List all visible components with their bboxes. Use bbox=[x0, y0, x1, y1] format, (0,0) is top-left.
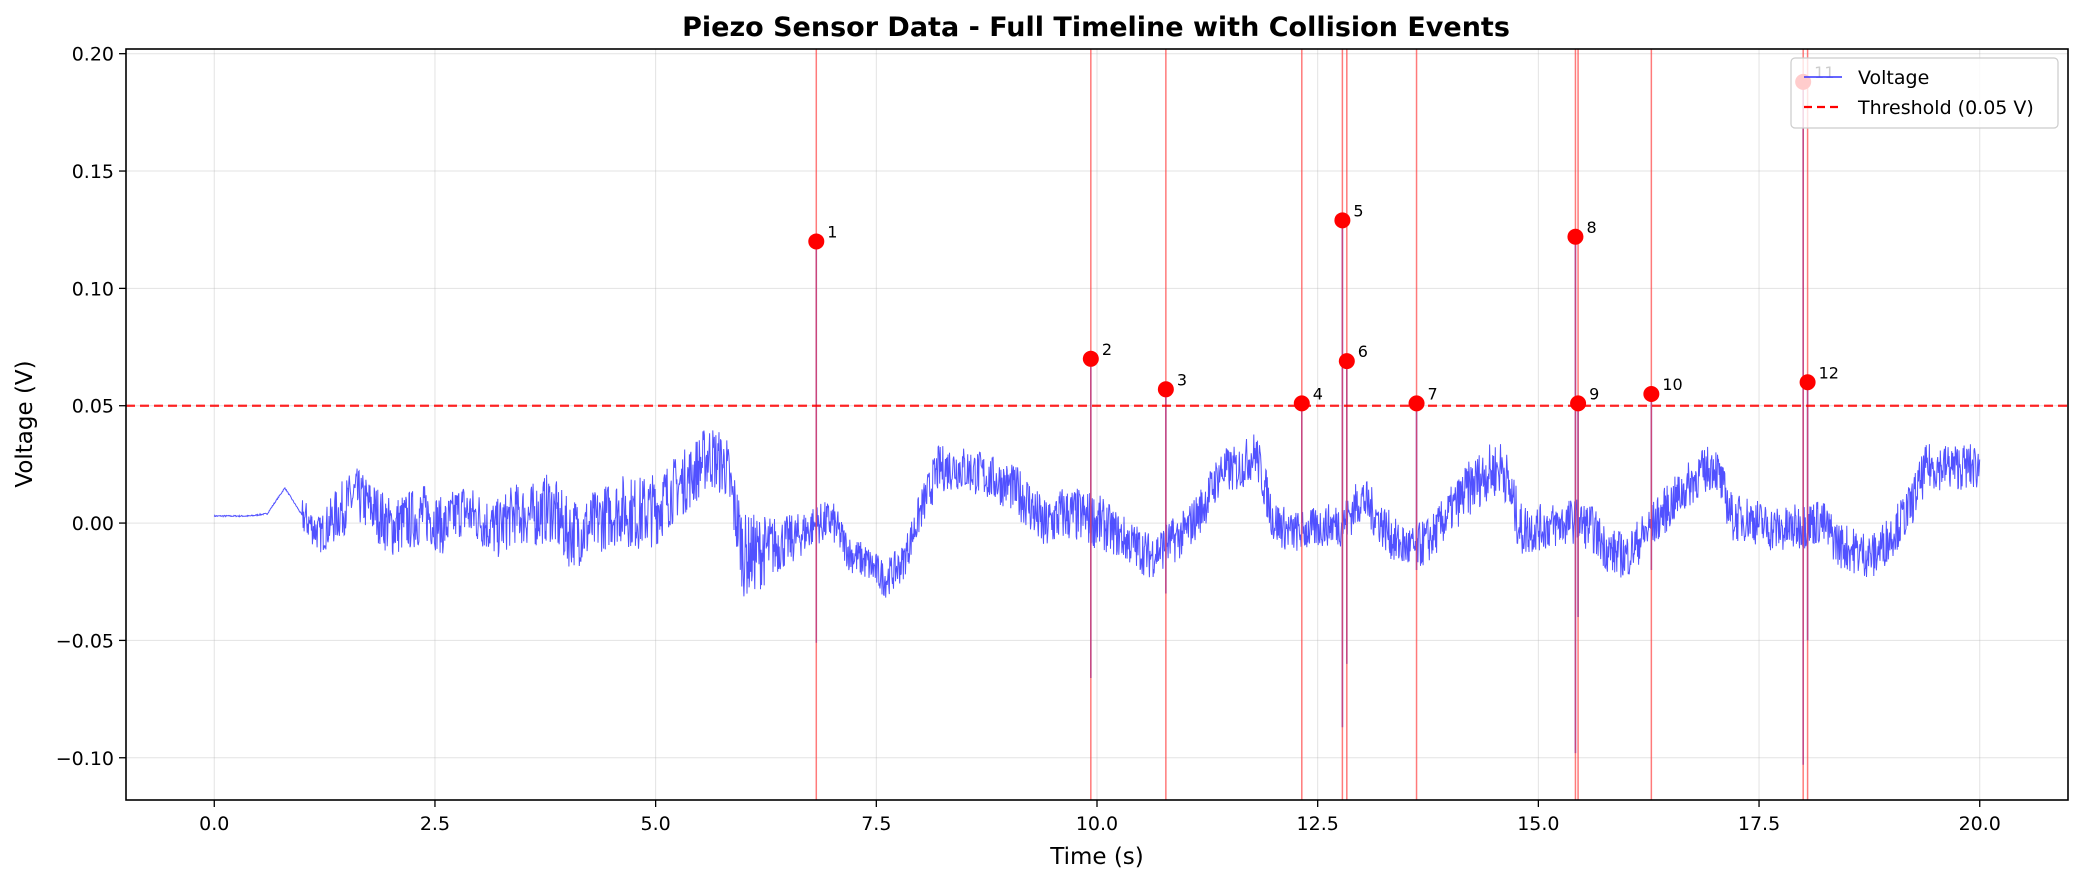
event-marker bbox=[1334, 212, 1351, 229]
x-tick-label: 12.5 bbox=[1297, 813, 1339, 835]
x-tick-label: 7.5 bbox=[861, 813, 891, 835]
y-tick-label: 0.05 bbox=[72, 396, 114, 418]
legend-voltage-label: Voltage bbox=[1858, 67, 1929, 89]
y-tick-label: 0.00 bbox=[72, 513, 114, 535]
event-label: 6 bbox=[1358, 342, 1368, 361]
x-tick-label: 15.0 bbox=[1517, 813, 1559, 835]
event-label: 3 bbox=[1177, 370, 1187, 389]
collision-events: 123456789101112 bbox=[808, 49, 1839, 800]
x-tick-label: 2.5 bbox=[420, 813, 450, 835]
x-tick-label: 0.0 bbox=[199, 813, 229, 835]
chart-title: Piezo Sensor Data - Full Timeline with C… bbox=[682, 12, 1510, 43]
event-label: 2 bbox=[1102, 340, 1112, 359]
y-axis-label: Voltage (V) bbox=[12, 360, 38, 487]
x-axis-label: Time (s) bbox=[1049, 844, 1144, 870]
event-marker bbox=[1157, 381, 1174, 398]
event-marker bbox=[1570, 395, 1587, 412]
x-tick-label: 20.0 bbox=[1959, 813, 2001, 835]
event-label: 7 bbox=[1428, 384, 1438, 403]
event-marker bbox=[1567, 228, 1584, 245]
event-label: 5 bbox=[1353, 201, 1363, 220]
event-marker bbox=[1799, 374, 1816, 391]
event-marker bbox=[1408, 395, 1425, 412]
x-tick-label: 17.5 bbox=[1738, 813, 1780, 835]
y-tick-label: 0.20 bbox=[72, 44, 114, 66]
y-tick-label: −0.05 bbox=[56, 630, 114, 652]
event-marker bbox=[1082, 350, 1099, 367]
event-label: 1 bbox=[827, 222, 837, 241]
voltage-line bbox=[213, 430, 1981, 598]
event-label: 8 bbox=[1586, 218, 1596, 237]
event-label: 12 bbox=[1819, 363, 1839, 382]
x-tick-label: 10.0 bbox=[1076, 813, 1118, 835]
event-marker bbox=[1338, 353, 1355, 370]
legend: Voltage Threshold (0.05 V) bbox=[1790, 57, 2059, 129]
event-label: 4 bbox=[1313, 384, 1323, 403]
y-tick-label: −0.10 bbox=[56, 748, 114, 770]
y-axis: −0.10 −0.05 0.00 0.05 0.10 0.15 0.20 bbox=[56, 44, 126, 770]
x-axis: 0.0 2.5 5.0 7.5 10.0 12.5 15.0 17.5 20.0 bbox=[199, 800, 2001, 835]
event-marker bbox=[1293, 395, 1310, 412]
legend-threshold-label: Threshold (0.05 V) bbox=[1857, 97, 2034, 119]
x-tick-label: 5.0 bbox=[641, 813, 671, 835]
y-tick-label: 0.15 bbox=[72, 161, 114, 183]
legend-box bbox=[1790, 57, 2059, 129]
event-marker bbox=[1643, 385, 1660, 402]
event-marker bbox=[808, 233, 825, 250]
event-label: 9 bbox=[1589, 384, 1599, 403]
event-label: 10 bbox=[1662, 375, 1682, 394]
y-tick-label: 0.10 bbox=[72, 278, 114, 300]
